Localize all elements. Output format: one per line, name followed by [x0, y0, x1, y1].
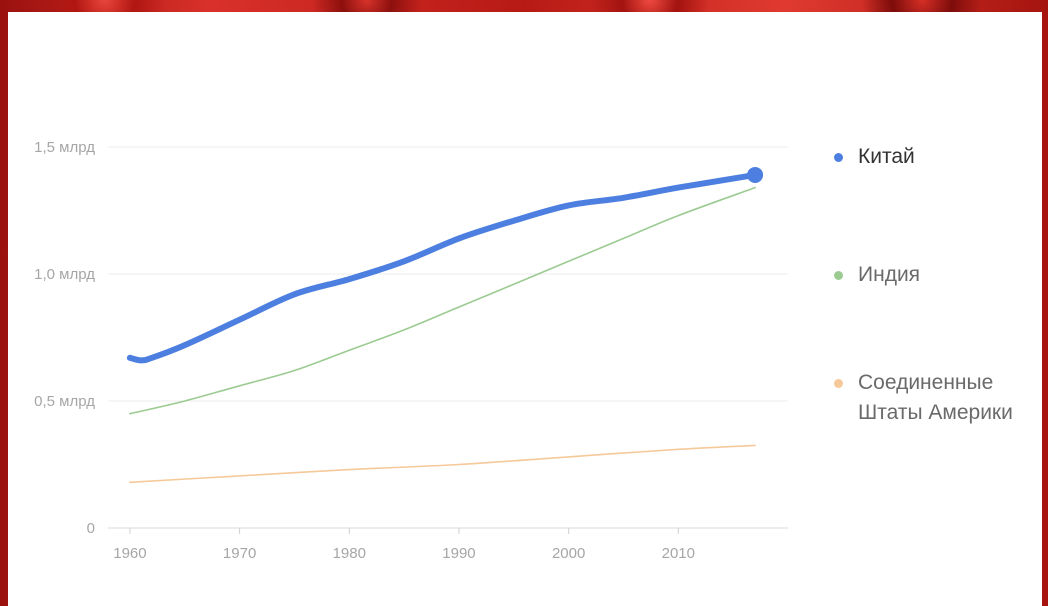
y-tick-label-3: 1,5 млрд [34, 139, 95, 156]
series-lines [126, 166, 764, 484]
series-endpoint-china [747, 166, 764, 183]
axes: 0 0,5 млрд 1,0 млрд 1,5 млрд 1960 1970 1980 199… [34, 139, 695, 562]
legend-label-usa-line2: Штаты Америки [858, 401, 1013, 424]
legend-dot-usa [834, 379, 843, 388]
legend-dot-india [834, 271, 843, 280]
y-tick-label-0: 0 [87, 520, 95, 537]
y-tick-label-1: 0,5 млрд [34, 393, 95, 410]
legend-label-china: Китай [858, 145, 915, 168]
x-tick-label-1: 1970 [223, 545, 256, 562]
x-tick-label-4: 2000 [552, 545, 585, 562]
x-tick-label-5: 2010 [662, 545, 695, 562]
x-tick-label-2: 1980 [333, 545, 366, 562]
legend-item-china[interactable]: Китай [834, 142, 1044, 172]
legend-item-usa[interactable]: Соединенные Штаты Америки [834, 368, 1044, 428]
legend: Китай Индия Соединенные Штаты Америки [834, 142, 1044, 428]
x-tick-label-0: 1960 [113, 545, 146, 562]
chart-panel: 0 0,5 млрд 1,0 млрд 1,5 млрд 1960 1970 1980 199… [8, 12, 1042, 606]
population-chart: 0 0,5 млрд 1,0 млрд 1,5 млрд 1960 1970 1980 199… [34, 139, 788, 562]
x-tick-label-3: 1990 [442, 545, 475, 562]
legend-dot-china [834, 153, 843, 162]
series-line-usa [129, 444, 756, 484]
legend-label-india: Индия [858, 263, 921, 286]
gridlines [108, 146, 788, 529]
series-line-india [129, 186, 756, 415]
y-tick-label-2: 1,0 млрд [34, 266, 95, 283]
series-line-china [126, 171, 759, 364]
legend-item-india[interactable]: Индия [834, 260, 1044, 290]
legend-label-usa-line1: Соединенные [858, 371, 994, 394]
